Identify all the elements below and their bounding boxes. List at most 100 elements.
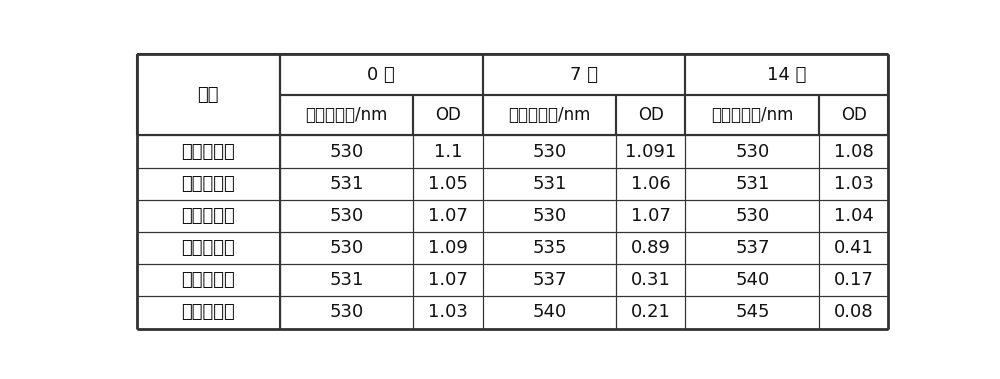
Bar bbox=[280, 232, 413, 264]
Bar bbox=[616, 168, 685, 200]
Bar bbox=[819, 200, 888, 232]
Bar bbox=[616, 200, 685, 232]
Bar bbox=[137, 54, 280, 135]
Text: 14 天: 14 天 bbox=[767, 66, 807, 83]
Bar bbox=[483, 200, 616, 232]
Text: OD: OD bbox=[435, 106, 461, 124]
Text: 汞传统金标: 汞传统金标 bbox=[181, 304, 235, 321]
Text: OD: OD bbox=[841, 106, 867, 124]
Text: 1.03: 1.03 bbox=[428, 304, 468, 321]
Text: 汞新型金标: 汞新型金标 bbox=[181, 207, 235, 225]
Text: 1.07: 1.07 bbox=[428, 207, 468, 225]
Bar bbox=[685, 296, 819, 329]
Text: 0.17: 0.17 bbox=[834, 271, 874, 289]
Text: 530: 530 bbox=[329, 143, 364, 161]
Text: 537: 537 bbox=[532, 271, 567, 289]
Text: 530: 530 bbox=[532, 143, 567, 161]
Bar bbox=[137, 168, 280, 200]
Bar bbox=[413, 232, 483, 264]
Text: 1.09: 1.09 bbox=[428, 239, 468, 257]
Text: 535: 535 bbox=[532, 239, 567, 257]
Bar bbox=[413, 200, 483, 232]
Bar bbox=[280, 264, 413, 296]
Bar bbox=[413, 135, 483, 168]
Text: 镉传统金标: 镉传统金标 bbox=[181, 239, 235, 257]
Bar bbox=[616, 232, 685, 264]
Bar bbox=[685, 200, 819, 232]
Bar bbox=[616, 264, 685, 296]
Text: 1.091: 1.091 bbox=[625, 143, 676, 161]
Text: 530: 530 bbox=[329, 304, 364, 321]
Bar bbox=[483, 168, 616, 200]
Text: 最大吸收峰/nm: 最大吸收峰/nm bbox=[711, 106, 794, 124]
Text: 最大吸收峰/nm: 最大吸收峰/nm bbox=[508, 106, 591, 124]
Bar bbox=[280, 296, 413, 329]
Text: 1.07: 1.07 bbox=[631, 207, 671, 225]
Bar bbox=[616, 296, 685, 329]
Bar bbox=[819, 232, 888, 264]
Text: 1.08: 1.08 bbox=[834, 143, 874, 161]
Text: 540: 540 bbox=[532, 304, 567, 321]
Text: 0.08: 0.08 bbox=[834, 304, 874, 321]
Text: 0 天: 0 天 bbox=[367, 66, 395, 83]
Text: 531: 531 bbox=[532, 175, 567, 193]
Text: 540: 540 bbox=[735, 271, 769, 289]
Bar bbox=[280, 135, 413, 168]
Text: 531: 531 bbox=[329, 271, 364, 289]
Text: 1.03: 1.03 bbox=[834, 175, 874, 193]
Bar bbox=[819, 296, 888, 329]
Text: 1.06: 1.06 bbox=[631, 175, 671, 193]
Text: 0.41: 0.41 bbox=[834, 239, 874, 257]
Bar bbox=[819, 135, 888, 168]
Text: 530: 530 bbox=[329, 239, 364, 257]
Text: 7 天: 7 天 bbox=[570, 66, 598, 83]
Text: 530: 530 bbox=[329, 207, 364, 225]
Bar bbox=[137, 296, 280, 329]
Text: 530: 530 bbox=[735, 143, 769, 161]
Bar bbox=[685, 54, 888, 95]
Text: 1.05: 1.05 bbox=[428, 175, 468, 193]
Text: 0.31: 0.31 bbox=[631, 271, 671, 289]
Bar bbox=[616, 95, 685, 135]
Bar bbox=[483, 135, 616, 168]
Bar bbox=[819, 95, 888, 135]
Bar bbox=[483, 232, 616, 264]
Text: 最大吸收峰/nm: 最大吸收峰/nm bbox=[305, 106, 388, 124]
Bar bbox=[137, 200, 280, 232]
Bar bbox=[483, 54, 685, 95]
Text: 镉新型金标: 镉新型金标 bbox=[181, 143, 235, 161]
Bar bbox=[413, 264, 483, 296]
Bar bbox=[685, 232, 819, 264]
Bar bbox=[819, 168, 888, 200]
Text: 1.1: 1.1 bbox=[434, 143, 462, 161]
Bar bbox=[280, 95, 413, 135]
Text: 0.89: 0.89 bbox=[631, 239, 671, 257]
Text: 537: 537 bbox=[735, 239, 770, 257]
Bar bbox=[280, 54, 483, 95]
Text: 铅新型金标: 铅新型金标 bbox=[181, 175, 235, 193]
Bar bbox=[137, 232, 280, 264]
Text: 铅传统金标: 铅传统金标 bbox=[181, 271, 235, 289]
Bar bbox=[685, 168, 819, 200]
Bar bbox=[413, 95, 483, 135]
Bar bbox=[280, 168, 413, 200]
Bar bbox=[616, 135, 685, 168]
Text: 531: 531 bbox=[735, 175, 770, 193]
Bar bbox=[483, 95, 616, 135]
Text: 1.04: 1.04 bbox=[834, 207, 874, 225]
Text: 545: 545 bbox=[735, 304, 770, 321]
Bar bbox=[413, 296, 483, 329]
Bar bbox=[413, 168, 483, 200]
Text: 530: 530 bbox=[735, 207, 769, 225]
Bar bbox=[685, 135, 819, 168]
Text: 0.21: 0.21 bbox=[631, 304, 671, 321]
Text: OD: OD bbox=[638, 106, 664, 124]
Bar bbox=[137, 135, 280, 168]
Bar bbox=[137, 264, 280, 296]
Bar bbox=[685, 95, 819, 135]
Text: 530: 530 bbox=[532, 207, 567, 225]
Text: 531: 531 bbox=[329, 175, 364, 193]
Bar bbox=[819, 264, 888, 296]
Bar bbox=[280, 200, 413, 232]
Bar bbox=[483, 264, 616, 296]
